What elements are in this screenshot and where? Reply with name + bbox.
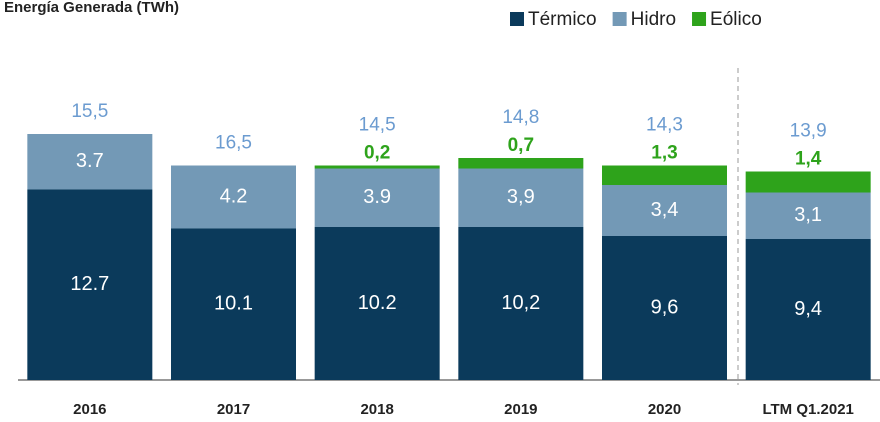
total-label: 14,3 [646, 115, 683, 136]
value-label: 3,1 [794, 204, 822, 226]
value-label: 3,4 [651, 199, 679, 221]
value-label: 12.7 [70, 273, 109, 295]
bar-segment [602, 185, 727, 236]
value-label: 3.9 [363, 186, 391, 208]
value-label: 1,4 [795, 149, 822, 170]
bar-segment [745, 171, 871, 193]
x-tick-label: 2016 [73, 401, 106, 418]
x-tick-label: 2018 [360, 401, 393, 418]
total-label: 14,5 [359, 115, 396, 136]
bar-segment [458, 158, 584, 169]
bar-segment [602, 165, 727, 185]
legend-label: Hidro [631, 9, 676, 30]
bar-segment [458, 227, 584, 380]
bar-segment [171, 165, 296, 229]
value-label: 10,2 [501, 292, 540, 314]
value-label: 0,7 [508, 135, 534, 156]
legend-label: Térmico [528, 9, 597, 30]
x-tick-label: 2017 [217, 401, 250, 418]
total-label: 15,5 [71, 101, 108, 122]
value-label: 0,2 [364, 143, 390, 164]
total-label: 16,5 [215, 133, 252, 154]
chart-title: Energía Generada (TWh) [4, 0, 179, 16]
x-tick-label: 2019 [504, 401, 537, 418]
total-label: 13,9 [790, 121, 827, 142]
bar-segment [314, 165, 440, 169]
value-label: 9,6 [651, 296, 679, 318]
legend-swatch [612, 12, 627, 26]
total-label: 14,8 [502, 107, 539, 128]
bar-segment [745, 239, 871, 380]
value-label: 9,4 [794, 298, 822, 320]
value-label: 3.7 [76, 150, 104, 172]
bar-segment [171, 228, 296, 380]
legend-swatch [692, 12, 707, 26]
x-tick-label: 2020 [648, 401, 681, 418]
value-label: 10.2 [358, 292, 397, 314]
bar-segment [314, 168, 440, 227]
legend-label: Eólico [710, 9, 762, 30]
value-label: 3,9 [507, 186, 535, 208]
bar-segment [458, 168, 584, 227]
value-label: 1,3 [651, 143, 677, 164]
x-tick-label: LTM Q1.2021 [762, 401, 853, 418]
bar-segment [314, 227, 440, 380]
bar-segment [27, 134, 153, 190]
bar-segment [27, 189, 153, 380]
value-label: 10.1 [214, 293, 253, 315]
legend-swatch [510, 12, 524, 26]
value-label: 4.2 [220, 185, 248, 207]
bar-segment [602, 236, 727, 380]
bar-segment [745, 192, 871, 239]
